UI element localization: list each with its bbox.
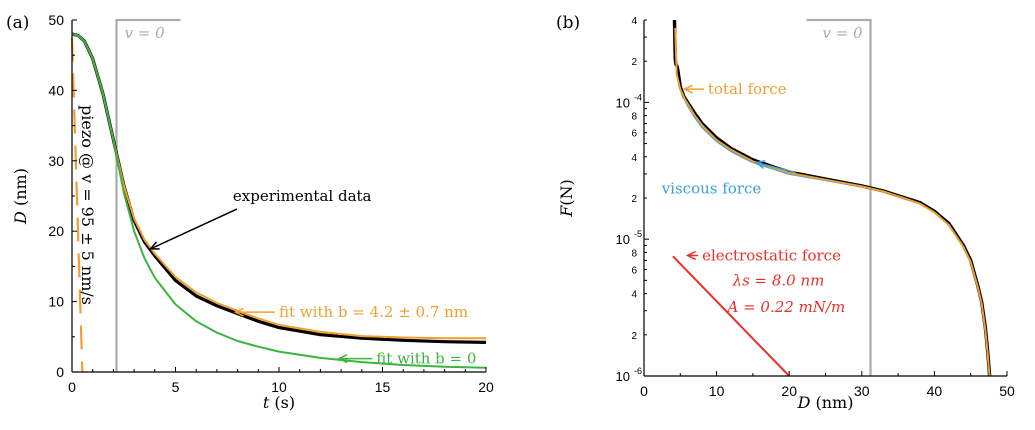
- y-tick-label: 4: [631, 290, 637, 301]
- piezo-line: [70, 37, 84, 373]
- x-tick-label: 50: [999, 383, 1015, 399]
- y-tick-label: 10: [616, 232, 630, 247]
- y-tick-exponent: -5: [634, 229, 642, 239]
- annotation-fit-b-0: fit with b = 0: [376, 350, 476, 368]
- series-viscous-force: [679, 88, 862, 188]
- x-axis-label: t (s): [263, 393, 295, 412]
- annotation-fit-b-4-2: fit with b = 4.2 ± 0.7 nm: [279, 303, 468, 321]
- y-tick-label: 2: [631, 194, 637, 205]
- y-tick-label: 40: [48, 82, 64, 98]
- annotation-viscous-force-arrow-shaft: [756, 161, 796, 174]
- x-tick-label: 5: [172, 379, 180, 395]
- y-tick-label: 10: [48, 294, 64, 310]
- annotation-hamaker: A = 0.22 mN/m: [725, 298, 845, 316]
- panel-b: (b) v = 0 total force viscous force electros…: [556, 13, 1015, 412]
- y-tick-label: 4: [631, 16, 637, 27]
- x-tick-label: 20: [781, 383, 797, 399]
- series-fit-b-0: [71, 33, 487, 369]
- y-tick-label: 8: [631, 112, 637, 123]
- panel-label: (b): [556, 13, 580, 33]
- v0-label: v = 0: [822, 24, 863, 42]
- y-tick-label: 10: [616, 95, 630, 110]
- x-tick-label: 10: [709, 383, 725, 399]
- x-tick-label: 0: [640, 383, 648, 399]
- x-tick-label: 30: [854, 383, 870, 399]
- annotation-viscous-force-arrow-head: [754, 160, 766, 169]
- series-total-force: [672, 19, 992, 377]
- y-tick-label: 10: [616, 369, 630, 384]
- x-tick-label: 15: [375, 379, 391, 395]
- annotation-experimental-arrow-head: [149, 241, 160, 250]
- y-tick-label: 50: [48, 12, 64, 28]
- series-total-force-fit: [674, 27, 991, 377]
- y-tick-label: 4: [631, 153, 637, 164]
- y-axis-label: D (nm): [11, 168, 30, 225]
- y-tick-exponent: -6: [634, 366, 642, 376]
- annotation-experimental: experimental data: [233, 187, 372, 205]
- series-electrostatic-force: [672, 255, 790, 377]
- x-tick-label: 0: [68, 379, 76, 395]
- annotation-fit-b-0-arrow-head: [337, 354, 348, 364]
- annotation-experimental-arrow-shaft: [150, 208, 238, 250]
- annotation-lambda: λs = 8.0 nm: [732, 271, 825, 289]
- v0-line: [806, 18, 872, 376]
- annotation-total-force-arrow-head: [682, 84, 693, 94]
- y-tick-label: 0: [56, 364, 64, 380]
- y-tick-label: 30: [48, 153, 64, 169]
- panel-a: (a) v = 0 piezo @ v = 95 ± 5 nm/s experimen…: [6, 12, 494, 412]
- panel-label: (a): [6, 13, 29, 33]
- annotation-viscous-force: viscous force: [661, 179, 762, 197]
- y-axis-label: F(N): [557, 179, 576, 218]
- y-tick-exponent: -4: [634, 92, 642, 102]
- x-tick-label: 40: [927, 383, 943, 399]
- piezo-label: piezo @ v = 95 ± 5 nm/s: [78, 105, 97, 305]
- annotation-total-force: total force: [708, 80, 787, 98]
- y-tick-label: 6: [631, 266, 637, 277]
- x-axis-label: D (nm): [797, 393, 854, 412]
- y-tick-label: 2: [631, 331, 637, 342]
- annotation-electrostatic-force-arrow-head: [685, 250, 696, 261]
- v0-line: [115, 18, 181, 372]
- y-tick-label: 6: [631, 129, 637, 140]
- x-tick-label: 10: [271, 379, 287, 395]
- y-tick-label: 8: [631, 248, 637, 259]
- y-tick-label: 20: [48, 223, 64, 239]
- y-tick-label: 2: [631, 57, 637, 68]
- v0-label: v = 0: [125, 24, 166, 42]
- annotation-fit-b-4-2-arrow-head: [233, 307, 244, 317]
- x-tick-label: 20: [478, 379, 494, 395]
- annotation-electrostatic-force: electrostatic force: [702, 246, 841, 264]
